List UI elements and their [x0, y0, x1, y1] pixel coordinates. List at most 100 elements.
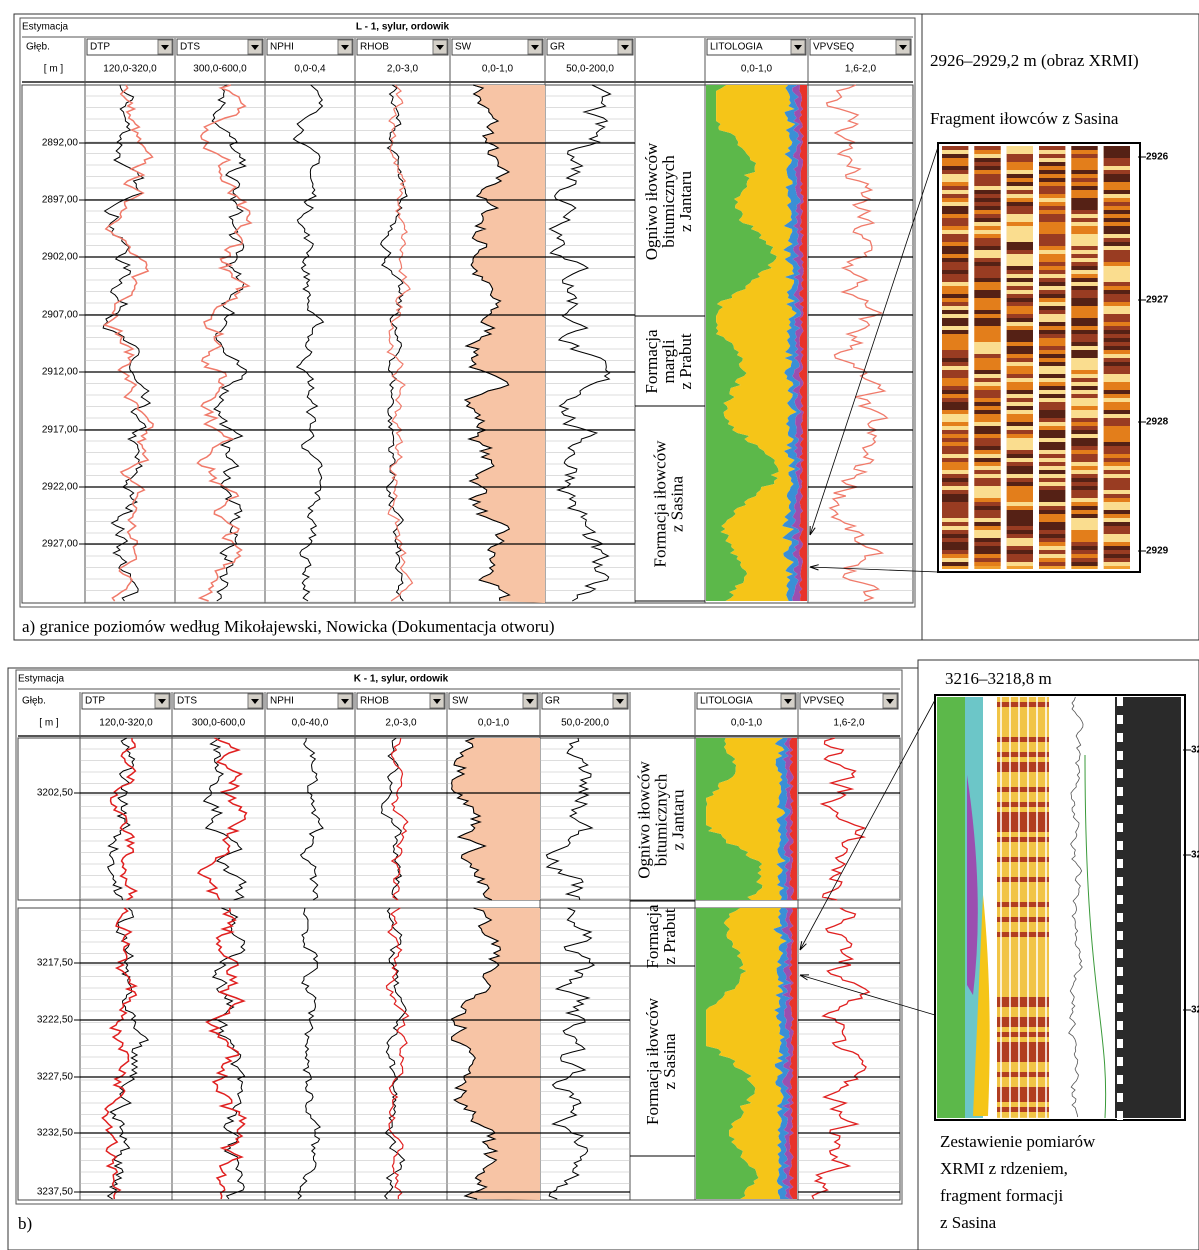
xrmi-band: [1006, 398, 1033, 402]
column-name: GR: [545, 696, 560, 707]
xrmi-band: [1103, 490, 1130, 494]
xrmi-band: [997, 862, 1049, 867]
xrmi-band: [1071, 418, 1098, 422]
xrmi-band: [1103, 318, 1130, 322]
xrmi-band: [1103, 526, 1130, 530]
xrmi-band: [997, 952, 1049, 957]
xrmi-band: [1071, 354, 1098, 358]
xrmi-band: [1071, 274, 1098, 278]
xrmi-band: [1039, 194, 1066, 198]
column-selector: [541, 692, 629, 710]
xrmi-band: [997, 722, 1049, 727]
side-frame: [917, 659, 1199, 1250]
xrmi-band: [997, 872, 1049, 877]
xrmi-band: [942, 478, 969, 482]
xrmi-band: [1006, 234, 1033, 238]
xrmi-band: [1006, 346, 1033, 350]
xrmi-band: [997, 957, 1049, 962]
xrmi-band: [1006, 466, 1033, 470]
xrmi-band: [942, 318, 969, 322]
xrmi-band: [1103, 410, 1130, 414]
xrmi-band: [942, 442, 969, 446]
column-range: 2,0-3,0: [385, 718, 417, 729]
xrmi-band: [942, 362, 969, 366]
depth-unit: [ m ]: [44, 64, 64, 75]
xrmi-band: [1071, 498, 1098, 502]
xrmi-band: [997, 997, 1049, 1002]
xrmi-band: [974, 178, 1001, 182]
log-curve: [548, 907, 596, 1200]
xrmi-band: [1006, 314, 1033, 318]
xrmi-band: [942, 274, 969, 278]
xrmi-band: [1103, 358, 1130, 362]
log-curve: [390, 737, 409, 901]
xrmi-band: [1006, 438, 1033, 442]
xrmi-band: [997, 1082, 1049, 1087]
xrmi-band: [1103, 262, 1130, 266]
depth-label: 2892,00: [42, 138, 79, 149]
xrmi-band: [942, 414, 969, 418]
panel-caption: a) granice poziomów według Mikołajewski,…: [22, 617, 555, 636]
xrmi-band: [997, 967, 1049, 972]
dropdown-arrow: [251, 45, 259, 50]
xrmi-band: [974, 146, 1001, 150]
xrmi-band: [974, 266, 1001, 270]
xrmi-band: [974, 314, 1001, 318]
xrmi-band: [1006, 502, 1033, 506]
xrmi-band: [1071, 330, 1098, 334]
xrmi-band: [942, 246, 969, 250]
xrmi-band: [1103, 562, 1130, 566]
core-scale: [1117, 967, 1123, 976]
xrmi-band: [942, 498, 969, 502]
xrmi-band: [1071, 510, 1098, 514]
xrmi-band: [942, 278, 969, 282]
xrmi-band: [974, 442, 1001, 446]
formation-label: z Jantaru: [676, 171, 695, 232]
xrmi-band: [1071, 318, 1098, 322]
lithology-area: [716, 85, 797, 601]
xrmi-band: [1071, 494, 1098, 498]
xrmi-band: [1039, 550, 1066, 554]
xrmi-band: [974, 414, 1001, 418]
xrmi-band: [1039, 266, 1066, 270]
core-scale: [1117, 733, 1123, 742]
xrmi-band: [1006, 290, 1033, 294]
xrmi-band: [997, 1002, 1049, 1007]
xrmi-band: [942, 338, 969, 342]
xrmi-band: [1039, 462, 1066, 466]
xrmi-band: [942, 302, 969, 306]
xrmi-band: [1071, 222, 1098, 226]
xrmi-band: [997, 1067, 1049, 1072]
xrmi-band: [1039, 562, 1066, 566]
xrmi-band: [997, 1102, 1049, 1107]
xrmi-band: [1071, 350, 1098, 354]
xrmi-band: [942, 450, 969, 454]
log-curve: [102, 84, 154, 602]
side-frame: [921, 13, 1199, 641]
xrmi-band: [1071, 386, 1098, 390]
xrmi-band: [942, 262, 969, 266]
xrmi-band: [1006, 254, 1033, 258]
xrmi-band: [942, 546, 969, 550]
lithology-area: [781, 908, 794, 1199]
xrmi-band: [1006, 486, 1033, 490]
core-scale: [1117, 931, 1123, 940]
xrmi-band: [974, 526, 1001, 530]
xrmi-band: [997, 817, 1049, 822]
column-selector: [706, 38, 807, 56]
xrmi-band: [942, 150, 969, 154]
xrmi-band: [942, 550, 969, 554]
xrmi-band: [1103, 374, 1130, 378]
arrow: [809, 566, 939, 573]
xrmi-band: [942, 358, 969, 362]
xrmi-band: [974, 514, 1001, 518]
xrmi-band: [1006, 298, 1033, 302]
xrmi-band: [1071, 522, 1098, 526]
xrmi-band: [942, 490, 969, 494]
xrmi-band: [942, 326, 969, 330]
column-range: 120,0-320,0: [103, 64, 157, 75]
xrmi-band: [1039, 150, 1066, 154]
image-depth-label: 2926: [1146, 152, 1169, 163]
dropdown-arrow: [616, 699, 624, 704]
